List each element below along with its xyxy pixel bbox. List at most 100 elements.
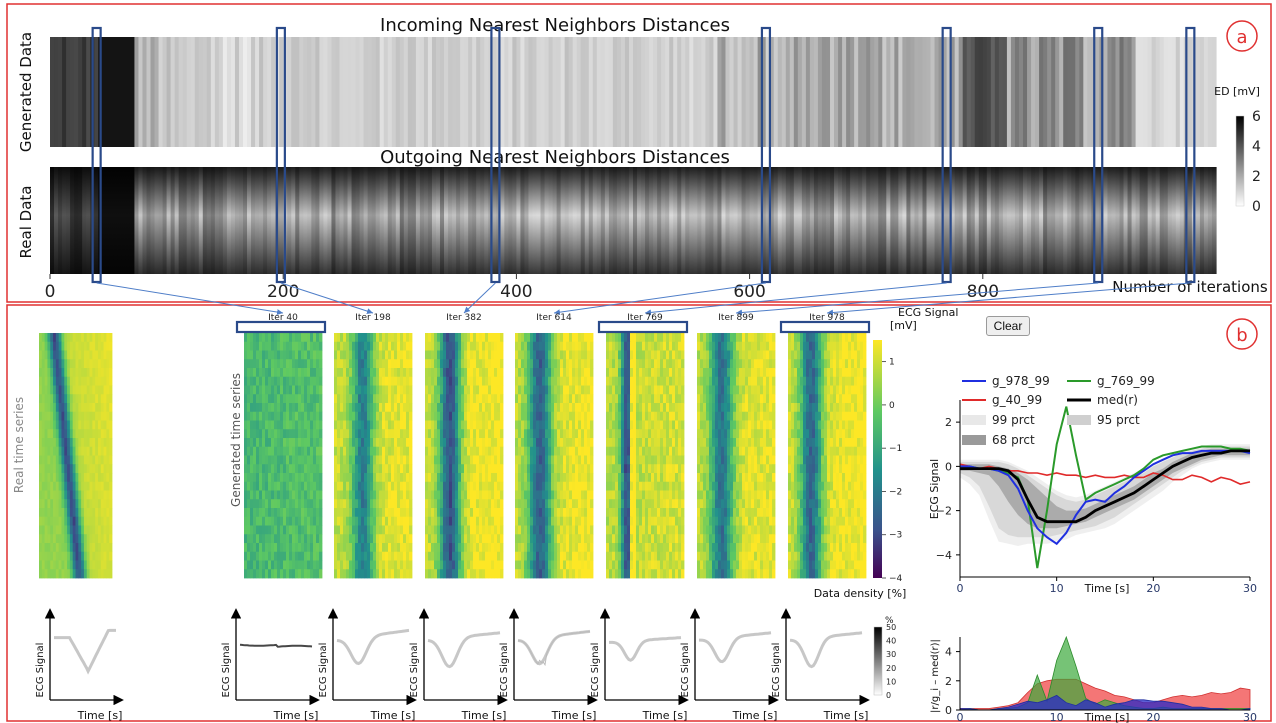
outgoing-heatmap-column [456, 167, 461, 274]
heatmap-cell [50, 543, 54, 553]
outgoing-heatmap-column [218, 167, 224, 274]
incoming-heatmap-column [1006, 37, 1012, 147]
heatmap-cell [521, 420, 525, 430]
heatmap-cell [250, 350, 254, 360]
heatmap-cell [539, 359, 543, 369]
heatmap-cell [340, 543, 344, 553]
heatmap-cell [476, 446, 480, 456]
heatmap-cell [262, 551, 266, 561]
heatmap-cell [364, 508, 368, 518]
heatmap-cell [452, 385, 456, 395]
heatmap-cell [431, 438, 435, 448]
heatmap-cell [539, 394, 543, 404]
heatmap-cell [385, 551, 389, 561]
heatmap-cell [340, 534, 344, 544]
heatmap-cell [95, 543, 99, 553]
outgoing-heatmap-column [383, 167, 389, 274]
outgoing-heatmap-column [407, 167, 413, 274]
incoming-heatmap-column [661, 37, 666, 147]
heatmap-cell [437, 438, 441, 448]
outgoing-heatmap-column [524, 167, 530, 274]
heatmap-cell [476, 438, 480, 448]
heatmap-cell [443, 464, 447, 474]
heatmap-cell [440, 508, 444, 518]
heatmap-cell [491, 411, 495, 421]
heatmap-cell [491, 551, 495, 561]
heatmap-cell [81, 385, 85, 395]
incoming-heatmap-column [1035, 37, 1040, 147]
heatmap-cell [53, 394, 57, 404]
heatmap-cell [72, 350, 76, 360]
heatmap-cell [307, 394, 311, 404]
heatmap-cell [551, 333, 555, 343]
heatmap-cell [307, 359, 311, 369]
heatmap-cell [434, 490, 438, 500]
heatmap-cell [274, 490, 278, 500]
incoming-heatmap-column [295, 37, 300, 147]
heatmap-cell [103, 359, 107, 369]
heatmap-cell [97, 464, 102, 474]
heatmap-cell [575, 394, 579, 404]
heatmap-cell [58, 543, 62, 553]
heatmap-cell [406, 446, 410, 456]
incoming-heatmap-column [1135, 37, 1141, 147]
heatmap-cell [358, 525, 362, 535]
heatmap-cell [446, 359, 450, 369]
heatmap-cell [379, 464, 383, 474]
heatmap-cell [367, 516, 371, 526]
incoming-heatmap-column [440, 37, 445, 147]
outgoing-heatmap-column [323, 167, 329, 274]
incoming-heatmap-column [946, 37, 952, 147]
heatmap-cell [491, 359, 495, 369]
heatmap-cell [286, 543, 290, 553]
heatmap-cell [476, 368, 480, 378]
heatmap-cell [47, 403, 51, 413]
heatmap-cell [491, 534, 495, 544]
heatmap-cell [72, 508, 76, 518]
heatmap-cell [575, 359, 579, 369]
heatmap-cell [280, 446, 284, 456]
heatmap-cell [286, 516, 290, 526]
outgoing-heatmap-column [170, 167, 176, 274]
heatmap-cell [373, 525, 377, 535]
incoming-heatmap-column [359, 37, 365, 147]
heatmap-cell [515, 429, 519, 439]
heatmap-cell [50, 411, 54, 421]
heatmap-cell [280, 394, 284, 404]
incoming-heatmap-column [902, 37, 908, 147]
heatmap-cell [69, 411, 74, 421]
heatmap-cell [473, 341, 477, 351]
panel-b-label: b [1236, 325, 1247, 346]
heatmap-cell [382, 368, 386, 378]
heatmap-cell [58, 394, 62, 404]
heatmap-cell [253, 473, 257, 483]
heatmap-cell [83, 403, 88, 413]
heatmap-cell [53, 376, 57, 386]
heatmap-cell [250, 490, 254, 500]
heatmap-cell [400, 481, 404, 491]
heatmap-cell [458, 455, 462, 465]
heatmap-cell [406, 429, 410, 439]
heatmap-cell [428, 394, 432, 404]
heatmap-cell [536, 359, 540, 369]
heatmap-cell [358, 359, 362, 369]
heatmap-cell [376, 446, 380, 456]
iteration-highlight-box [91, 26, 102, 284]
heatmap-cell [431, 385, 435, 395]
heatmap-cell [470, 534, 474, 544]
incoming-heatmap-column [58, 37, 63, 147]
heatmap-cell [244, 341, 248, 351]
heatmap-cell [289, 368, 293, 378]
incoming-heatmap-column [653, 37, 658, 147]
heatmap-cell [485, 359, 489, 369]
heatmap-cell [446, 481, 450, 491]
heatmap-cell [41, 525, 46, 535]
outgoing-heatmap-column [982, 167, 988, 274]
heatmap-cell [268, 551, 272, 561]
heatmap-cell [89, 569, 93, 579]
heatmap-cell [479, 455, 483, 465]
heatmap-cell [409, 455, 413, 465]
heatmap-cell [409, 560, 413, 570]
heatmap-cell [394, 525, 398, 535]
heatmap-cell [274, 420, 278, 430]
